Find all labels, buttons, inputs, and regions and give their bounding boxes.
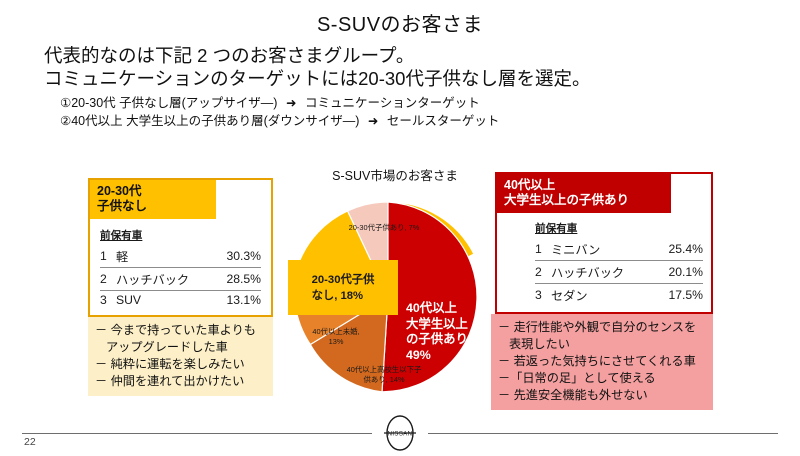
right-rank-2-value: 20.1% xyxy=(654,260,703,284)
table-row: 3 セダン 17.5% xyxy=(535,284,703,307)
left-panel-card: 20-30代 子供なし 前保有車 1 軽 30.3% 2 ハッチバック 28.5… xyxy=(88,178,273,317)
right-bullet-3: －「日常の足」として使える xyxy=(498,371,656,385)
right-rank-3-name: セダン xyxy=(551,289,588,303)
footer-divider-left xyxy=(22,433,372,434)
page-number: 22 xyxy=(24,436,36,448)
right-bullet-4: － 先進安全機能も外せない xyxy=(498,388,648,402)
left-rank-2-num: 2 xyxy=(100,267,116,291)
left-rank-3-name: SUV xyxy=(116,293,142,307)
left-rank-1-num: 1 xyxy=(100,245,116,268)
left-table-caption: 前保有車 xyxy=(100,230,143,242)
left-rank-1-name: 軽 xyxy=(116,245,215,268)
right-bullet-2: － 若返った気持ちにさせてくれる車 xyxy=(498,354,696,368)
pie-label-2030-with-kids: 20-30代子供あり, 7% xyxy=(348,223,420,232)
nissan-logo-svg: NISSAN xyxy=(384,415,416,451)
left-bullet-3: － 仲間を連れて出かけたい xyxy=(95,374,245,388)
right-bullet-1: － 走行性能や外観で自分のセンスを xyxy=(498,320,697,334)
lead-bullet-1-right: コミュニケーションターゲット xyxy=(304,96,480,110)
left-panel-bullets: － 今まで持っていた車よりも アップグレードした車 － 純粋に運転を楽しみたい … xyxy=(88,317,273,396)
table-row: 2 ハッチバック 20.1% xyxy=(535,260,703,284)
left-rank-3-value: 13.1% xyxy=(226,293,261,307)
right-rank-3-num: 3 xyxy=(535,288,542,302)
right-rank-table: 1 ミニバン 25.4% 2 ハッチバック 20.1% 3 セダン 17.5% xyxy=(535,238,703,306)
table-row: 3 SUV 13.1% xyxy=(100,291,261,310)
left-panel-header-line-1: 20-30代 xyxy=(97,184,142,198)
left-rank-3-num: 3 xyxy=(100,293,107,307)
pie-label-40plus-hs-kids: 40代以上高校生以下子 供あり, 14% xyxy=(346,365,422,384)
footer-divider-right xyxy=(428,433,778,434)
lead-bullet-1: ①20-30代 子供なし層(アップサイザ―) ➜ コミュニケーションターゲット xyxy=(60,94,774,112)
right-rank-1-num: 1 xyxy=(535,238,551,261)
left-panel-header: 20-30代 子供なし xyxy=(90,180,216,219)
arrow-right-icon: ➜ xyxy=(285,96,297,110)
pie-chart-block: S-SUV市場のお客さま 20-30代子供あり, 7% 40代以上未婚, 13% xyxy=(280,165,510,400)
pie-label-40plus-single: 40代以上未婚, 13% xyxy=(312,327,360,346)
nissan-wordmark: NISSAN xyxy=(388,431,413,437)
right-customer-panel: 40代以上 大学生以上の子供あり 前保有車 1 ミニバン 25.4% 2 ハッチ… xyxy=(491,172,713,410)
arrow-right-icon: ➜ xyxy=(367,114,379,128)
table-row: 1 軽 30.3% xyxy=(100,245,261,268)
right-table-caption: 前保有車 xyxy=(535,223,578,235)
left-customer-panel: 20-30代 子供なし 前保有車 1 軽 30.3% 2 ハッチバック 28.5… xyxy=(88,178,273,396)
lead-bullet-2-left: ②40代以上 大学生以上の子供あり層(ダウンサイザ―) xyxy=(60,114,360,128)
table-row: 2 ハッチバック 28.5% xyxy=(100,267,261,291)
left-rank-table: 1 軽 30.3% 2 ハッチバック 28.5% 3 SUV 13.1% xyxy=(100,245,261,309)
lead-bullet-1-left: ①20-30代 子供なし層(アップサイザ―) xyxy=(60,96,278,110)
pie-label-40plus-univ-kids: 40代以上 大学生以上 の子供あり, 49% xyxy=(406,301,472,362)
left-rank-1-value: 30.3% xyxy=(214,245,261,268)
page-title: S-SUVのお客さま xyxy=(316,14,484,36)
right-rank-2-name: ハッチバック xyxy=(551,260,655,284)
lead-bullet-2-right: セールスターゲット xyxy=(386,114,500,128)
left-bullet-1: － 今まで持っていた車よりも xyxy=(95,323,256,337)
right-rank-2-num: 2 xyxy=(535,260,551,284)
left-rank-2-name: ハッチバック xyxy=(116,267,215,291)
right-panel-bullets: － 走行性能や外観で自分のセンスを 表現したい － 若返った気持ちにさせてくれる… xyxy=(491,314,713,410)
right-rank-1-value: 25.4% xyxy=(654,238,703,261)
left-panel-table-wrap: 前保有車 1 軽 30.3% 2 ハッチバック 28.5% 3 SUV 13.1… xyxy=(90,219,271,315)
right-panel-table-wrap: 前保有車 1 ミニバン 25.4% 2 ハッチバック 20.1% 3 セダン 1… xyxy=(497,213,711,312)
left-panel-header-line-2: 子供なし xyxy=(97,199,148,213)
right-panel-header: 40代以上 大学生以上の子供あり xyxy=(497,174,671,213)
nissan-logo-icon: NISSAN xyxy=(378,415,422,451)
lead-line-2: コミュニケーションのターゲットには20-30代子供なし層を選定。 xyxy=(44,68,591,89)
pie-chart: 20-30代子供あり, 7% 40代以上未婚, 13% 40代以上高校生以下子 … xyxy=(288,197,488,397)
left-bullet-1-cont: アップグレードした車 xyxy=(106,340,228,354)
lead-text-block: 代表的なのは下記 2 つのお客さまグループ。 コミュニケーションのターゲットには… xyxy=(44,44,774,130)
right-rank-1-name: ミニバン xyxy=(551,238,655,261)
chart-title: S-SUV市場のお客さま xyxy=(332,169,458,183)
right-bullet-1-cont: 表現したい xyxy=(509,337,570,351)
lead-bullet-2: ②40代以上 大学生以上の子供あり層(ダウンサイザ―) ➜ セールスターゲット xyxy=(60,112,774,130)
table-row: 1 ミニバン 25.4% xyxy=(535,238,703,261)
lead-line-1: 代表的なのは下記 2 つのお客さまグループ。 xyxy=(44,45,415,66)
pie-slice-40plus-hs-kids xyxy=(309,295,389,393)
left-rank-2-value: 28.5% xyxy=(214,267,261,291)
right-panel-header-line-1: 40代以上 xyxy=(504,178,556,192)
pie-slice-40plus-univ-kids xyxy=(381,201,478,393)
pie-label-2030-no-kids: 20-30代子供 なし, 18% xyxy=(288,260,398,315)
right-panel-card: 40代以上 大学生以上の子供あり 前保有車 1 ミニバン 25.4% 2 ハッチ… xyxy=(495,172,713,314)
left-bullet-2: － 純粋に運転を楽しみたい xyxy=(95,357,245,371)
right-rank-3-value: 17.5% xyxy=(668,288,703,302)
right-panel-header-line-2: 大学生以上の子供あり xyxy=(504,193,630,207)
